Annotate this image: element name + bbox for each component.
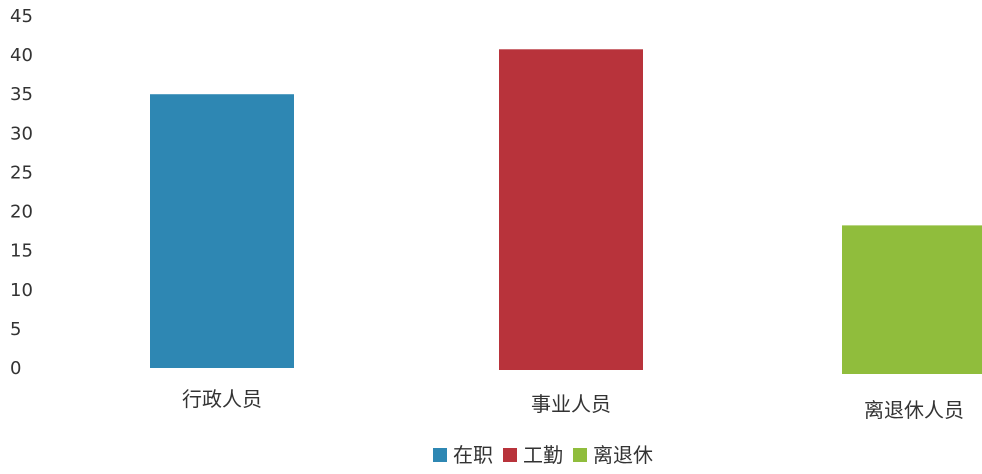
- legend-swatch-1: [433, 448, 447, 462]
- legend-swatch-3: [573, 448, 587, 462]
- y-tick-label-20: 20: [10, 202, 33, 223]
- y-tick-label-40: 40: [10, 45, 33, 66]
- y-tick-label-5: 5: [10, 319, 21, 340]
- legend-label-2: 工勤: [523, 443, 563, 467]
- y-tick-label-0: 0: [10, 358, 21, 379]
- bar-3: [842, 225, 982, 374]
- legend-swatch-2: [503, 448, 517, 462]
- y-tick-label-30: 30: [10, 123, 33, 144]
- x-axis-labels: 行政人员 事业人员 离退休人员: [182, 387, 964, 422]
- y-tick-label-15: 15: [10, 241, 33, 262]
- y-tick-label-25: 25: [10, 162, 33, 183]
- y-axis: 0 5 10 15 20 25 30 35 40 45: [10, 6, 33, 379]
- category-label-1: 行政人员: [182, 387, 262, 411]
- y-tick-label-35: 35: [10, 84, 33, 105]
- category-label-3: 离退休人员: [864, 398, 964, 422]
- y-tick-label-10: 10: [10, 280, 33, 301]
- legend: 在职 工勤 离退休: [433, 443, 653, 467]
- legend-label-3: 离退休: [593, 443, 653, 467]
- bars: [150, 49, 982, 374]
- legend-label-1: 在职: [453, 443, 493, 467]
- bar-2: [499, 49, 643, 371]
- category-label-2: 事业人员: [531, 392, 611, 416]
- y-tick-label-45: 45: [10, 6, 33, 27]
- bar-1: [150, 94, 294, 368]
